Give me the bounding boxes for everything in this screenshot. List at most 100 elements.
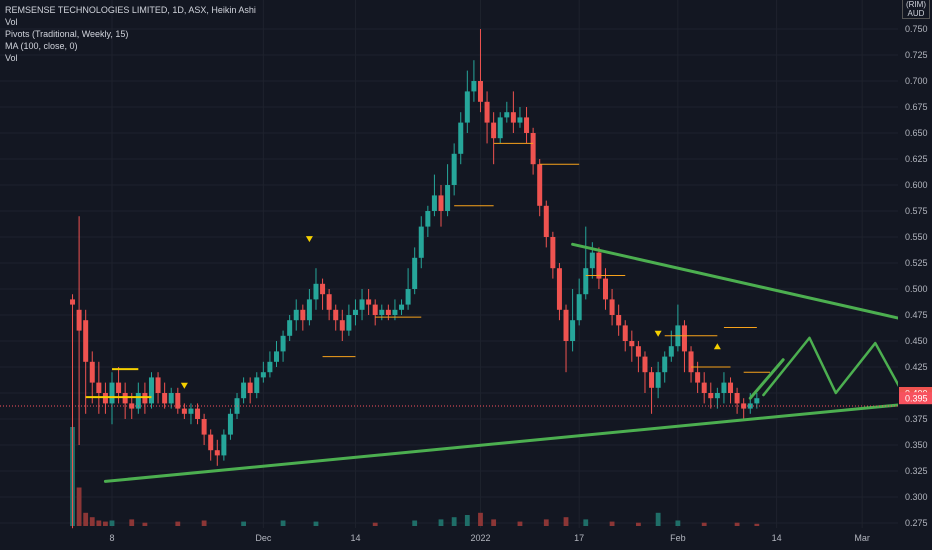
legend-pivots[interactable]: Pivots (Traditional, Weekly, 15) bbox=[5, 29, 129, 39]
candle-body bbox=[714, 393, 720, 399]
candle-body bbox=[405, 289, 411, 305]
candle-body bbox=[175, 393, 181, 409]
candle-body bbox=[418, 226, 424, 258]
candle-body bbox=[76, 309, 82, 331]
candle-body bbox=[655, 372, 661, 388]
trend-line bbox=[748, 358, 785, 400]
candle-body bbox=[287, 320, 293, 336]
legend-moving-average[interactable]: MA (100, close, 0) bbox=[5, 41, 78, 51]
volume-bar bbox=[109, 520, 115, 526]
candle-body bbox=[208, 434, 214, 451]
candle-body bbox=[155, 377, 161, 393]
volume-bar bbox=[175, 521, 181, 526]
unit-top: (RIM) bbox=[906, 0, 926, 9]
candle-body bbox=[201, 419, 207, 435]
candle-body bbox=[188, 408, 194, 414]
candle-body bbox=[497, 117, 503, 139]
candle-body bbox=[728, 382, 734, 393]
volume-bar bbox=[142, 522, 148, 526]
volume-bar bbox=[313, 521, 319, 526]
time-tick-label: Dec bbox=[255, 533, 272, 543]
candle-body bbox=[247, 382, 253, 393]
candle-body bbox=[695, 372, 701, 383]
time-tick-label: 14 bbox=[772, 533, 782, 543]
candles bbox=[70, 29, 760, 529]
candle-body bbox=[662, 356, 668, 373]
price-axis[interactable] bbox=[898, 0, 932, 550]
candle-body bbox=[300, 309, 306, 321]
volume-bar bbox=[96, 520, 102, 526]
price-tick-label: 0.325 bbox=[905, 466, 928, 476]
price-tick-label: 0.350 bbox=[905, 440, 928, 450]
volume-bar bbox=[701, 522, 707, 526]
trend-line bbox=[103, 400, 932, 483]
legend-volume-2[interactable]: Vol bbox=[5, 53, 18, 63]
candle-body bbox=[326, 294, 332, 310]
candle-body bbox=[458, 122, 464, 154]
candle-body bbox=[339, 320, 345, 331]
volume-bar bbox=[451, 517, 457, 526]
candle-body bbox=[89, 361, 95, 383]
volume-bar bbox=[280, 520, 286, 526]
candle-body bbox=[392, 309, 398, 315]
symbol-title[interactable]: REMSENSE TECHNOLOGIES LIMITED, 1D, ASX, … bbox=[5, 5, 256, 15]
candle-body bbox=[741, 403, 747, 409]
candle-body bbox=[517, 117, 523, 123]
volume-bar bbox=[563, 517, 569, 526]
volume-bar bbox=[372, 522, 378, 526]
candle-body bbox=[445, 185, 451, 211]
volume-bar bbox=[438, 519, 444, 526]
price-tick-label: 0.725 bbox=[905, 50, 928, 60]
candle-body bbox=[214, 450, 220, 456]
time-tick-label: Feb bbox=[670, 533, 686, 543]
volume-bar bbox=[754, 523, 760, 526]
time-tick-label: 2022 bbox=[470, 533, 490, 543]
volume-bar bbox=[201, 520, 207, 526]
price-tick-label: 0.500 bbox=[905, 284, 928, 294]
candle-body bbox=[464, 91, 470, 123]
candle-body bbox=[616, 315, 622, 326]
volume-bar bbox=[89, 517, 95, 526]
candle-body bbox=[596, 252, 602, 279]
candle-body bbox=[642, 356, 648, 373]
price-tick-label: 0.750 bbox=[905, 24, 928, 34]
volume-bar bbox=[583, 519, 589, 526]
price-tick-label: 0.575 bbox=[905, 206, 928, 216]
volume-bar bbox=[675, 520, 681, 526]
candle-body bbox=[260, 372, 266, 378]
price-tick-label: 0.550 bbox=[905, 232, 928, 242]
candle-body bbox=[635, 346, 641, 357]
volume-bar bbox=[491, 519, 497, 526]
candle-body bbox=[425, 211, 431, 227]
candle-body bbox=[451, 153, 457, 185]
volume-bar bbox=[655, 512, 661, 526]
candle-body bbox=[320, 283, 326, 295]
candle-body bbox=[372, 304, 378, 315]
currency-label: AUD bbox=[907, 9, 925, 18]
candle-body bbox=[142, 393, 148, 404]
candle-body bbox=[96, 382, 102, 393]
candle-body bbox=[510, 112, 516, 123]
legend-volume[interactable]: Vol bbox=[5, 17, 18, 27]
candle-body bbox=[313, 283, 319, 300]
candle-body bbox=[570, 320, 576, 341]
price-tick-label: 0.375 bbox=[905, 414, 928, 424]
candle-body bbox=[688, 351, 694, 373]
volume-bar bbox=[103, 521, 108, 526]
candle-body bbox=[293, 309, 299, 321]
time-axis-ticks: 8Dec14202217Feb14Mar14Apr14May1630 bbox=[109, 533, 869, 543]
candle-body bbox=[431, 195, 437, 211]
volume-bar bbox=[241, 521, 246, 526]
candle-body bbox=[195, 408, 201, 419]
currency-unit-box[interactable]: (RIM) AUD bbox=[902, 0, 930, 19]
down-triangle-marker bbox=[180, 382, 188, 389]
candle-body bbox=[83, 320, 89, 362]
candle-body bbox=[530, 133, 536, 165]
candle-body bbox=[471, 81, 477, 92]
price-tick-label: 0.525 bbox=[905, 258, 928, 268]
candle-body bbox=[721, 382, 727, 393]
candle-body bbox=[504, 112, 510, 118]
candle-body bbox=[267, 361, 273, 373]
